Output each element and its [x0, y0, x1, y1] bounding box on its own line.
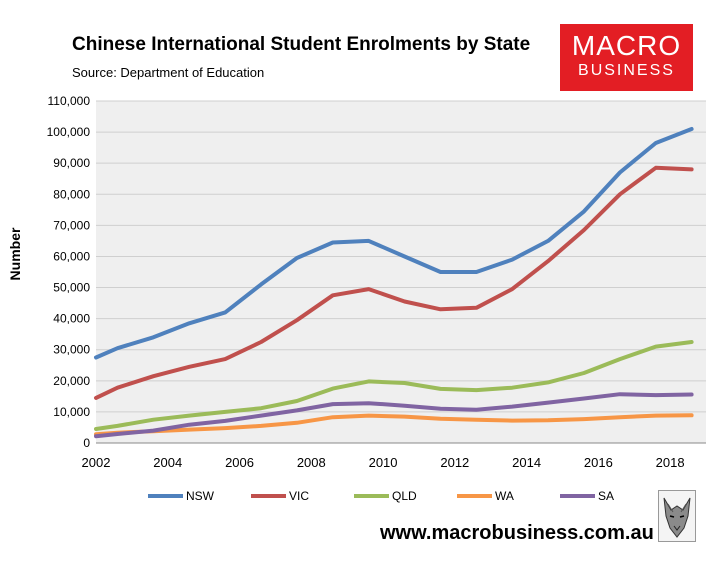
x-tick-label: 2014 — [512, 455, 541, 470]
y-tick-label: 70,000 — [53, 218, 90, 232]
logo-bottom-text: BUSINESS — [578, 62, 675, 79]
series-line-nsw — [94, 127, 694, 360]
legend-item-nsw: NSW — [148, 489, 215, 503]
y-tick-label: 10,000 — [53, 405, 90, 419]
chart-source: Source: Department of Education — [72, 65, 265, 80]
x-tick-label: 2012 — [440, 455, 469, 470]
wolf-head-icon — [658, 490, 696, 542]
y-axis-ticks: 0 10,000 20,000 30,000 40,000 50,000 60,000 70,… — [47, 94, 91, 450]
series-line-vic — [94, 165, 694, 400]
legend: NSW VIC QLD WA SA — [148, 489, 614, 503]
x-axis-ticks: 2002 2004 2006 2008 2010 2012 2014 2016 2018 — [82, 455, 685, 470]
logo-top-text: MACRO — [571, 30, 682, 61]
series-line-qld — [94, 340, 694, 431]
x-tick-label: 2010 — [369, 455, 398, 470]
site-url: www.macrobusiness.com.au — [380, 522, 654, 544]
y-tick-label: 100,000 — [47, 125, 91, 139]
legend-label: WA — [495, 489, 514, 503]
y-axis-label: Number — [7, 227, 23, 280]
legend-item-qld: QLD — [354, 489, 417, 503]
chart-title: Chinese International Student Enrolments… — [72, 34, 531, 55]
legend-label: VIC — [289, 489, 309, 503]
macrobusiness-logo: MACRO BUSINESS — [560, 24, 693, 91]
series-line-sa — [94, 392, 694, 439]
legend-label: QLD — [392, 489, 417, 503]
x-tick-label: 2008 — [297, 455, 326, 470]
legend-item-sa: SA — [560, 489, 614, 503]
y-tick-label: 80,000 — [53, 187, 90, 201]
series-lines — [94, 127, 694, 439]
x-tick-label: 2018 — [656, 455, 685, 470]
y-tick-label: 110,000 — [48, 94, 91, 108]
y-tick-label: 30,000 — [53, 343, 90, 357]
y-tick-label: 0 — [83, 436, 90, 450]
y-tick-label: 40,000 — [53, 312, 90, 326]
legend-label: NSW — [186, 489, 215, 503]
y-tick-label: 20,000 — [53, 374, 90, 388]
series-line-wa — [94, 413, 694, 437]
legend-item-wa: WA — [457, 489, 514, 503]
plot-area — [96, 101, 706, 443]
y-tick-label: 50,000 — [53, 281, 90, 295]
y-tick-label: 90,000 — [53, 156, 90, 170]
x-tick-label: 2004 — [153, 455, 182, 470]
legend-item-vic: VIC — [251, 489, 309, 503]
x-tick-label: 2006 — [225, 455, 254, 470]
legend-label: SA — [598, 489, 614, 503]
y-tick-label: 60,000 — [53, 249, 90, 263]
x-tick-label: 2016 — [584, 455, 613, 470]
x-tick-label: 2002 — [82, 455, 111, 470]
